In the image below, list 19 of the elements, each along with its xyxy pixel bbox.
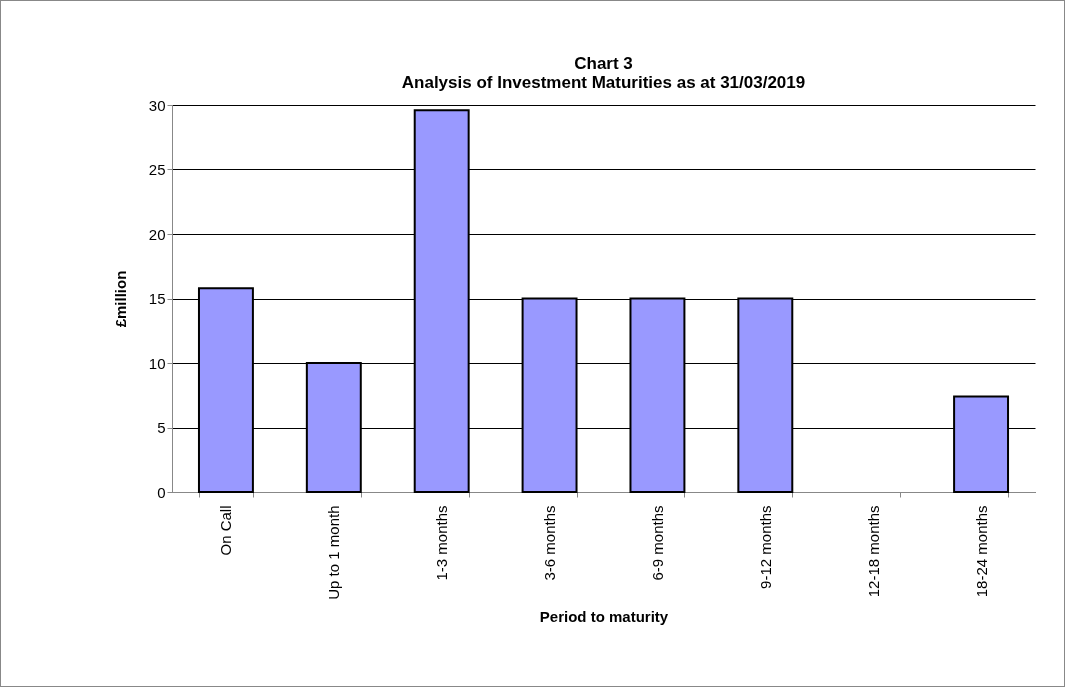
chart-subtitle: Analysis of Investment Maturities as at 31/03/2019	[401, 73, 806, 92]
x-tick-label: 18-24 months	[972, 505, 990, 598]
x-tick-label: 9-12 months	[756, 505, 774, 589]
y-axis-title: £million	[111, 270, 129, 328]
y-tick-label: 25	[148, 161, 166, 178]
y-tick-label: 30	[148, 96, 166, 114]
chart-title: Chart 3	[574, 54, 633, 73]
x-tick-label: 3-6 months	[541, 505, 559, 581]
x-tick-label: Up to 1 month	[325, 505, 343, 600]
y-tick-label: 15	[148, 290, 166, 307]
y-tick-label: 10	[148, 354, 166, 372]
x-tick-label: 1-3 months	[433, 505, 451, 581]
x-axis-title: Period to maturity	[539, 607, 669, 625]
x-tick-label: On Call	[217, 505, 235, 556]
y-tick-label: 5	[157, 419, 166, 436]
y-tick-label: 20	[148, 225, 166, 243]
x-tick-label: 6-9 months	[648, 505, 666, 581]
x-tick-label: 12-18 months	[864, 505, 882, 598]
y-tick-label: 0	[157, 483, 166, 501]
